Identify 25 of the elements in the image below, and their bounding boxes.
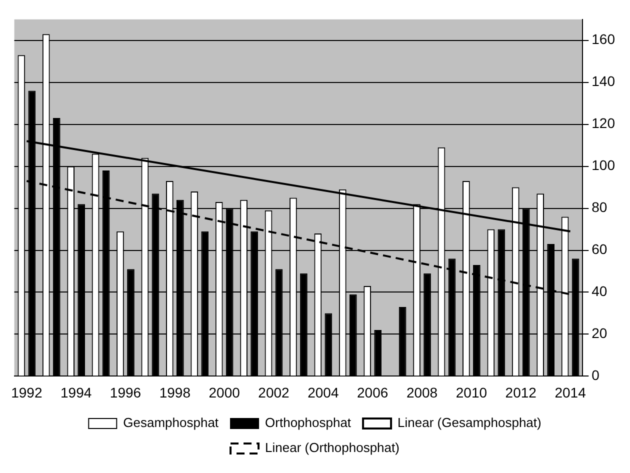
x-tick-label: 1998 <box>159 384 191 400</box>
y-tick-label: 0 <box>592 367 600 384</box>
x-tick-label: 2008 <box>406 384 438 400</box>
x-tick-label: 2010 <box>456 384 488 400</box>
y-tick-label: 120 <box>592 115 616 132</box>
y-tick-label: 160 <box>592 31 616 48</box>
x-tick-label: 1996 <box>110 384 142 400</box>
y-tick-label: 80 <box>592 199 608 216</box>
y-tick-label: 100 <box>592 157 616 174</box>
y-tick-label: 60 <box>592 241 608 258</box>
legend-label: Linear (Gesamphosphat) <box>398 415 542 430</box>
x-tick-label: 2012 <box>505 384 537 400</box>
x-tick-label: 1994 <box>60 384 92 400</box>
x-tick-label: 2014 <box>554 384 586 400</box>
legend-label: Gesamphosphat <box>123 415 219 430</box>
x-tick-label: 2006 <box>357 384 388 400</box>
legend-label: Linear (Orthophosphat) <box>265 440 400 456</box>
y-tick-label: 140 <box>592 73 616 90</box>
x-tick-label: 1992 <box>11 384 42 400</box>
x-tick-label: 2000 <box>208 384 240 400</box>
y-tick-label: 40 <box>592 283 608 300</box>
legend-label: Orthophosphat <box>265 415 352 430</box>
y-tick-label: 20 <box>592 325 608 342</box>
x-tick-label: 2004 <box>308 384 339 400</box>
x-tick-label: 2002 <box>258 384 290 400</box>
